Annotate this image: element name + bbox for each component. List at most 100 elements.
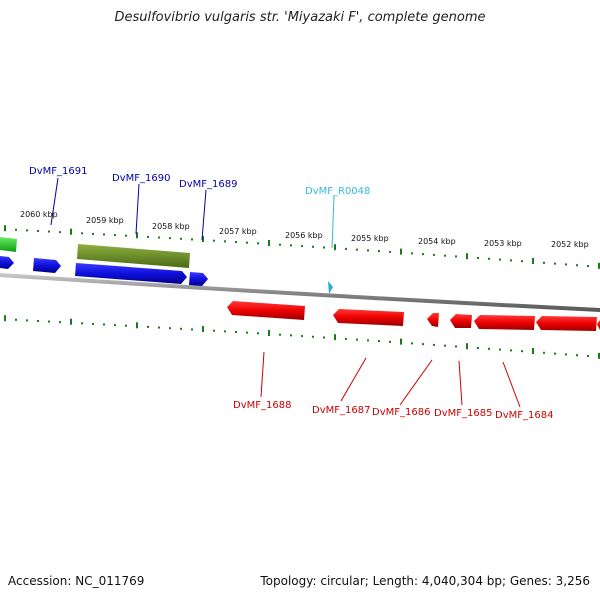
label-leader-lines — [50, 177, 521, 408]
minor-tick — [323, 246, 325, 249]
minor-tick — [455, 345, 457, 348]
gene-label[interactable]: DvMF_1687 — [312, 405, 370, 416]
minor-tick — [213, 239, 215, 242]
minor-tick — [191, 328, 193, 331]
minor-tick — [378, 250, 380, 253]
minor-tick — [510, 259, 512, 262]
tick-label: 2059 kbp — [86, 216, 124, 225]
gene-label[interactable]: DvMF_1684 — [495, 410, 553, 421]
minor-tick — [455, 255, 457, 258]
minor-tick — [147, 325, 149, 328]
gene-labels-top: DvMF_1691 DvMF_1690 DvMF_1689 DvMF_R0048 — [29, 166, 370, 197]
gene-dvmf-1686[interactable] — [427, 313, 439, 327]
major-tick — [334, 334, 336, 341]
minor-tick — [477, 257, 479, 260]
leader-line — [50, 177, 59, 226]
minor-tick — [48, 320, 50, 323]
minor-tick — [543, 261, 545, 264]
major-tick — [70, 318, 72, 325]
gene-label[interactable]: DvMF_R0048 — [305, 186, 370, 197]
minor-tick — [114, 234, 116, 237]
minor-tick — [213, 329, 215, 332]
minor-tick — [411, 252, 413, 255]
gene-label[interactable]: DvMF_1686 — [372, 407, 430, 418]
tick-label: 2055 kbp — [351, 234, 389, 243]
major-tick — [466, 253, 468, 260]
minor-tick — [59, 321, 61, 324]
minor-tick — [92, 322, 94, 325]
minor-tick — [356, 248, 358, 251]
minor-tick — [103, 323, 105, 326]
gene-dvmf-1690[interactable] — [75, 263, 187, 284]
minor-tick — [565, 263, 567, 266]
major-tick — [136, 232, 138, 239]
rna-dvmf-r0048[interactable] — [328, 281, 333, 294]
minor-tick — [279, 243, 281, 246]
tick-label: 2060 kbp — [20, 210, 58, 219]
gene-blue-left[interactable] — [0, 256, 14, 269]
minor-tick — [312, 335, 314, 338]
outer-tick-ring — [4, 225, 600, 269]
minor-tick — [235, 240, 237, 243]
gene-red-edge[interactable] — [597, 320, 600, 330]
major-tick — [70, 228, 72, 235]
gene-label[interactable]: DvMF_1691 — [29, 166, 87, 177]
gene-dvmf-1689[interactable] — [189, 272, 208, 286]
gene-label[interactable]: DvMF_1688 — [233, 400, 291, 411]
minor-tick — [576, 264, 578, 267]
gene-green[interactable] — [0, 237, 17, 252]
minor-tick — [15, 318, 17, 321]
minor-tick — [301, 335, 303, 338]
gene-label[interactable]: DvMF_1685 — [434, 408, 492, 419]
leader-line — [458, 360, 463, 406]
minor-tick — [378, 340, 380, 343]
gene-dvmf-1690-olive[interactable] — [77, 244, 190, 268]
major-tick — [532, 257, 534, 264]
gene-dvmf-1684[interactable] — [474, 315, 535, 330]
minor-tick — [290, 334, 292, 337]
minor-tick — [521, 260, 523, 263]
leader-line — [201, 189, 207, 241]
minor-tick — [180, 237, 182, 240]
minor-tick — [477, 347, 479, 350]
gene-red-right[interactable] — [536, 316, 597, 331]
minor-tick — [191, 238, 193, 241]
minor-tick — [37, 319, 39, 322]
minor-tick — [543, 351, 545, 354]
tick-label: 2054 kbp — [418, 237, 456, 246]
gene-dvmf-1687[interactable] — [333, 309, 404, 326]
leader-line — [340, 357, 367, 402]
gene-label[interactable]: DvMF_1689 — [179, 179, 237, 190]
gene-blue[interactable] — [33, 258, 61, 273]
minor-tick — [158, 326, 160, 329]
major-tick — [400, 338, 402, 345]
minor-tick — [103, 233, 105, 236]
minor-tick — [48, 230, 50, 233]
kbp-tick-labels: 2060 kbp 2059 kbp 2058 kbp 2057 kbp 2056… — [20, 210, 589, 249]
minor-tick — [422, 253, 424, 256]
major-tick — [466, 343, 468, 350]
gene-dvmf-1685[interactable] — [450, 314, 472, 328]
leader-line — [502, 361, 521, 408]
gene-labels-bottom: DvMF_1688 DvMF_1687 DvMF_1686 DvMF_1685 … — [233, 400, 553, 421]
minor-tick — [224, 240, 226, 243]
minor-tick — [499, 348, 501, 351]
gene-dvmf-1688[interactable] — [227, 301, 305, 320]
minor-tick — [323, 336, 325, 339]
major-tick — [532, 347, 534, 354]
minor-tick — [147, 235, 149, 238]
minor-tick — [444, 344, 446, 347]
minor-tick — [576, 354, 578, 357]
genome-summary-text: Topology: circular; Length: 4,040,304 bp… — [260, 574, 590, 588]
major-tick — [268, 330, 270, 337]
gene-label[interactable]: DvMF_1690 — [112, 173, 170, 184]
minor-tick — [26, 229, 28, 232]
minor-tick — [169, 237, 171, 240]
minor-tick — [521, 350, 523, 353]
minor-tick — [510, 349, 512, 352]
leader-line — [135, 183, 140, 235]
inner-tick-ring — [4, 315, 600, 359]
minor-tick — [389, 340, 391, 343]
minor-tick — [15, 228, 17, 231]
